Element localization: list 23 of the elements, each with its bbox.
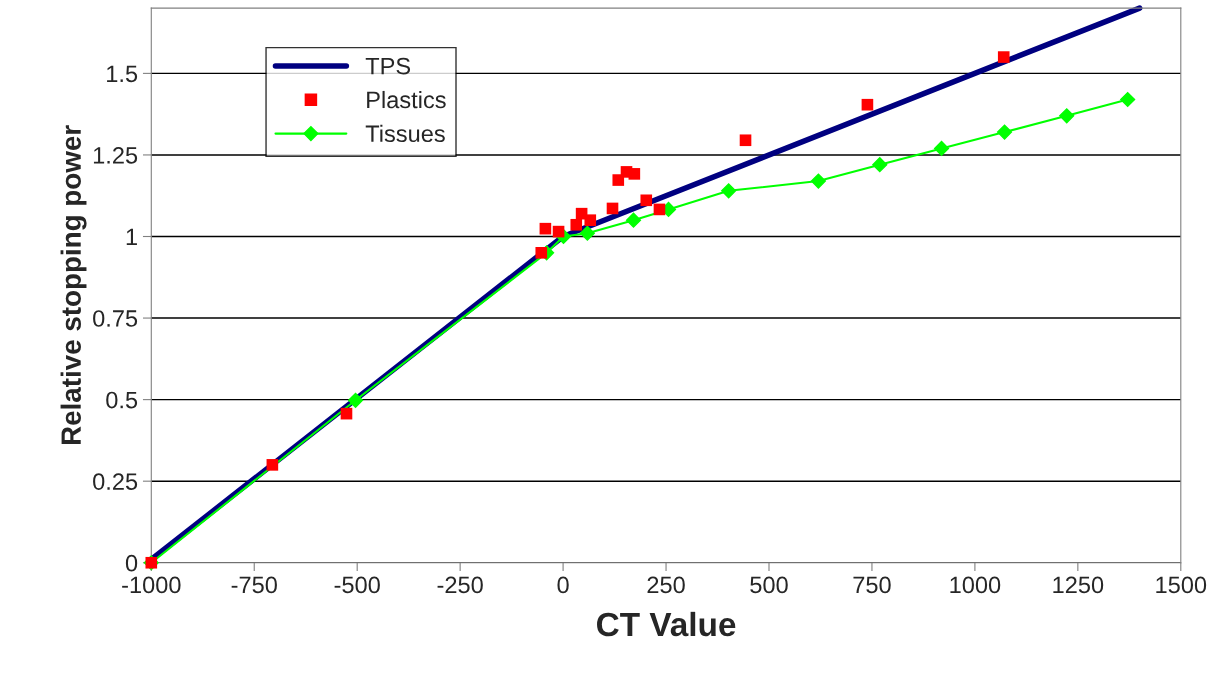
y-tick-label: 1.25	[93, 147, 138, 164]
x-tick-label: -250	[437, 576, 483, 594]
legend-label: Tissues	[365, 124, 445, 143]
legend-label: TPS	[365, 57, 411, 75]
x-tick-label: 750	[853, 576, 891, 594]
y-tick-label: 1.5	[107, 65, 138, 83]
x-tick-label: 1000	[950, 576, 1001, 594]
x-axis-title: CT Value	[597, 611, 736, 637]
y-tick-label: 0.25	[93, 473, 138, 490]
y-tick-label: 1	[126, 228, 137, 246]
x-tick-label: 0	[557, 576, 569, 594]
x-tick-label: -1000	[122, 576, 181, 594]
x-tick-label: 250	[647, 576, 685, 594]
x-tick-label: -750	[231, 576, 277, 594]
y-tick-label: 0	[125, 554, 138, 572]
legend-label: Plastics	[367, 90, 446, 109]
y-axis-title: Relative stopping power	[60, 125, 87, 445]
y-tick-label: 0.75	[93, 310, 138, 327]
x-tick-label: 1500	[1156, 576, 1207, 594]
x-tick-label: 500	[750, 576, 788, 594]
x-tick-label: -500	[334, 576, 380, 594]
y-tick-label: 0.5	[106, 391, 138, 409]
x-tick-label: 1250	[1053, 576, 1104, 594]
